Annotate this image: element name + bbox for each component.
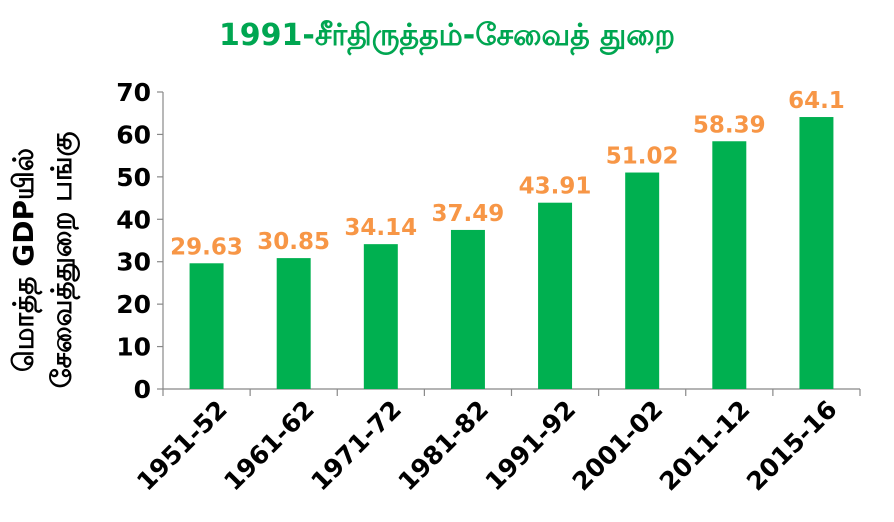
chart-title: 1991-சீர்திருத்தம்-சேவைத் துறை <box>218 18 676 53</box>
y-tick-label: 50 <box>116 163 151 192</box>
bar <box>799 117 834 389</box>
data-label: 64.1 <box>788 88 845 114</box>
x-tick-label: 1951-52 <box>131 395 233 497</box>
bar <box>363 244 398 389</box>
y-axis: 0 10 20 30 40 50 60 70 <box>116 78 164 404</box>
bar <box>712 141 747 389</box>
x-tick-label: 1981-82 <box>393 395 495 497</box>
bar <box>276 258 311 389</box>
x-tick-label: 1971-72 <box>305 395 407 497</box>
y-tick-label: 70 <box>116 78 151 107</box>
y-tick-label: 40 <box>116 205 151 234</box>
data-label: 58.39 <box>693 112 766 138</box>
data-label: 30.85 <box>257 229 330 255</box>
bar <box>189 263 224 389</box>
data-label: 29.63 <box>170 234 243 260</box>
bar <box>538 202 573 389</box>
x-tick-label: 2011-12 <box>654 395 756 497</box>
y-tick-label: 20 <box>116 290 151 319</box>
x-tick-label: 1961-62 <box>218 395 320 497</box>
x-tick-label: 2015-16 <box>741 395 843 497</box>
data-label: 51.02 <box>606 144 679 170</box>
x-tick-label: 2001-02 <box>567 395 669 497</box>
bar <box>625 172 660 389</box>
bars: 29.63 30.85 34.14 37.49 43.91 51.02 58.39 64.1 <box>170 88 845 389</box>
y-tick-label: 10 <box>116 333 151 362</box>
y-tick-label: 30 <box>116 248 151 277</box>
x-axis: 1951-521961-621971-721981-821991-922001-… <box>131 388 861 497</box>
data-label: 43.91 <box>519 174 592 200</box>
y-tick-label: 60 <box>116 120 151 149</box>
bar <box>450 229 485 389</box>
data-label: 34.14 <box>344 215 417 241</box>
y-tick-label: 0 <box>134 375 151 404</box>
x-tick-label: 1991-92 <box>480 395 582 497</box>
data-label: 37.49 <box>432 201 505 227</box>
